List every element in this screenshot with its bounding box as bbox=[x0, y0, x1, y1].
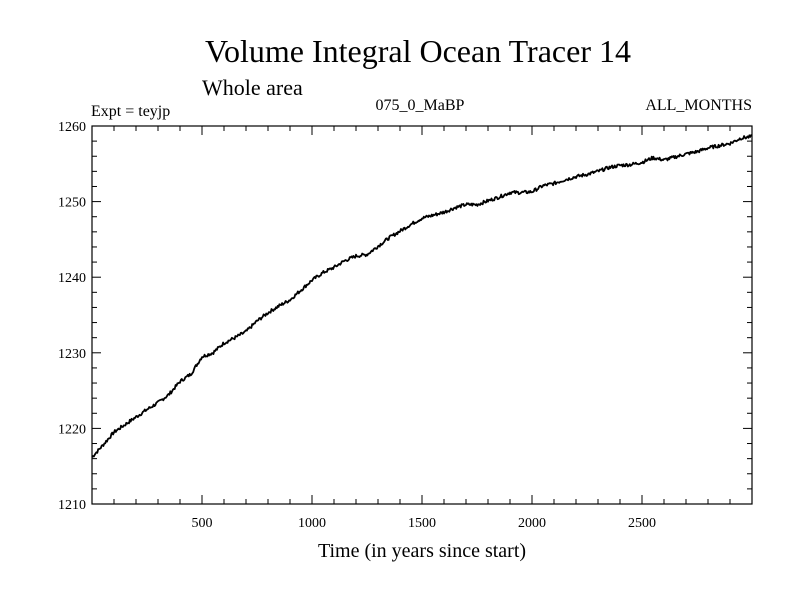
y-tick-label: 1260 bbox=[58, 120, 86, 135]
x-axis-label: Time (in years since start) bbox=[318, 540, 526, 562]
y-tick-label: 1240 bbox=[58, 271, 86, 286]
chart-title: Volume Integral Ocean Tracer 14 bbox=[205, 33, 631, 69]
y-tick-label: 1250 bbox=[58, 196, 86, 211]
chart-subtitle: Whole area bbox=[202, 75, 303, 100]
x-tick-label: 2000 bbox=[518, 516, 546, 531]
period-label: 075_0_MaBP bbox=[376, 97, 465, 114]
x-tick-label: 500 bbox=[192, 516, 213, 531]
y-tick-label: 1210 bbox=[58, 498, 86, 513]
ticks bbox=[92, 126, 752, 504]
experiment-label: Expt = teyjp bbox=[91, 103, 170, 120]
plot-frame bbox=[91, 125, 753, 505]
x-tick-label: 2500 bbox=[628, 516, 656, 531]
x-tick-labels: 500 1000 1500 2000 2500 bbox=[192, 516, 657, 531]
y-tick-labels: 1210 1220 1230 1240 1250 1260 bbox=[58, 120, 86, 513]
months-label: ALL_MONTHS bbox=[645, 97, 752, 114]
y-tick-label: 1230 bbox=[58, 347, 86, 362]
x-tick-label: 1000 bbox=[298, 516, 326, 531]
x-tick-label: 1500 bbox=[408, 516, 436, 531]
series-line bbox=[91, 134, 753, 458]
y-tick-label: 1220 bbox=[58, 422, 86, 437]
